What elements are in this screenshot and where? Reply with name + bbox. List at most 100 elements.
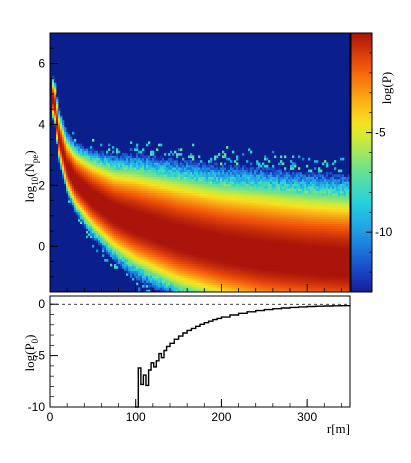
heatmap-cell — [200, 193, 203, 196]
heatmap-cell — [168, 230, 171, 234]
heatmap-cell — [138, 226, 141, 229]
heatmap-cell — [108, 200, 111, 203]
heatmap-cell — [244, 195, 247, 199]
heatmap-cell — [172, 266, 175, 269]
heatmap-cell — [236, 211, 239, 215]
heatmap-cell — [204, 197, 207, 201]
heatmap-cell — [110, 193, 113, 196]
heatmap-cell — [242, 230, 245, 234]
heatmap-cell — [186, 202, 189, 206]
heatmap-cell — [126, 169, 129, 173]
heatmap-cell — [160, 143, 163, 147]
heatmap-cell — [130, 202, 133, 206]
heatmap-cell — [86, 216, 89, 220]
heatmap-cell — [108, 190, 111, 194]
heatmap-cell — [90, 155, 93, 159]
heatmap-cell — [220, 226, 223, 229]
heatmap-cell — [66, 167, 69, 170]
heatmap-cell — [178, 242, 181, 246]
heatmap-cell — [184, 219, 187, 222]
heatmap-cell — [80, 176, 83, 180]
heatmap-cell — [178, 244, 181, 248]
heatmap-cell — [230, 193, 233, 196]
heatmap-cell — [176, 244, 179, 248]
heatmap-cell — [218, 219, 221, 222]
heatmap-cell — [164, 226, 167, 229]
heatmap-cell — [182, 251, 185, 255]
heatmap-cell — [140, 242, 143, 246]
heatmap-cell — [190, 207, 193, 210]
heatmap-cell — [108, 249, 111, 253]
heatmap-cell — [248, 216, 251, 220]
heatmap-cell — [66, 136, 69, 140]
heatmap-cell — [118, 153, 121, 156]
heatmap-cell — [122, 211, 125, 215]
heatmap-cell — [226, 230, 229, 234]
heatmap-cell — [100, 190, 103, 194]
heatmap-cell — [124, 174, 127, 177]
heatmap-cell — [160, 178, 163, 182]
heatmap-cell — [114, 240, 117, 243]
heatmap-cell — [90, 221, 93, 225]
heatmap-cell — [146, 209, 149, 213]
heatmap-cell — [168, 216, 171, 220]
heatmap-cell — [92, 202, 95, 206]
heatmap-cell — [246, 221, 249, 225]
heatmap-cell — [120, 176, 123, 180]
heatmap-cell — [234, 174, 237, 177]
heatmap-cell — [204, 261, 207, 265]
heatmap-cell — [214, 174, 217, 177]
heatmap-cell — [140, 193, 143, 196]
heatmap-cell — [146, 169, 149, 173]
heatmap-cell — [236, 162, 239, 166]
heatmap-cell — [196, 266, 199, 269]
heatmap-cell — [106, 176, 109, 180]
heatmap-cell — [244, 164, 247, 168]
heatmap-cell — [242, 193, 245, 196]
heatmap-cell — [120, 237, 123, 241]
heatmap-cell — [116, 237, 119, 241]
heatmap-cell — [216, 193, 219, 196]
heatmap-cell — [214, 200, 217, 203]
heatmap-cell — [90, 190, 93, 194]
heatmap-cell — [112, 197, 115, 201]
heatmap-cell — [160, 221, 163, 225]
heatmap-cell — [236, 178, 239, 182]
heatmap-cell — [220, 261, 223, 265]
heatmap-cell — [214, 233, 217, 236]
heatmap-cell — [230, 261, 233, 265]
heatmap-cell — [132, 226, 135, 229]
heatmap-cell — [154, 216, 157, 220]
heatmap-cell — [112, 240, 115, 243]
heatmap-cell — [164, 164, 167, 168]
heatmap-cell — [128, 195, 131, 199]
heatmap-cell — [178, 233, 181, 236]
heatmap-cell — [232, 230, 235, 234]
heatmap-cell — [234, 195, 237, 199]
heatmap-cell — [150, 176, 153, 180]
heatmap-cell — [96, 209, 99, 213]
heatmap-cell — [188, 261, 191, 265]
heatmap-cell — [122, 193, 125, 196]
heatmap-cell — [70, 146, 73, 149]
heatmap-cell — [190, 270, 193, 274]
heatmap-cell — [206, 174, 209, 177]
heatmap-cell — [252, 200, 255, 203]
heatmap-cell — [128, 188, 131, 192]
heatmap-cell — [104, 209, 107, 213]
heatmap-cell — [172, 186, 175, 189]
heatmap-cell — [154, 282, 157, 286]
heatmap-cell — [214, 204, 217, 208]
heatmap-cell — [224, 280, 227, 283]
heatmap-cell — [132, 209, 135, 213]
heatmap-cell — [106, 155, 109, 159]
heatmap-cell — [164, 176, 167, 180]
heatmap-cell — [242, 216, 245, 220]
heatmap-cell — [126, 226, 129, 229]
heatmap-cell — [232, 275, 235, 279]
heatmap-cell — [74, 207, 77, 210]
heatmap-cell — [164, 186, 167, 189]
heatmap-cell — [208, 261, 211, 265]
heatmap-cell — [176, 235, 179, 239]
heatmap-cell — [134, 164, 137, 168]
